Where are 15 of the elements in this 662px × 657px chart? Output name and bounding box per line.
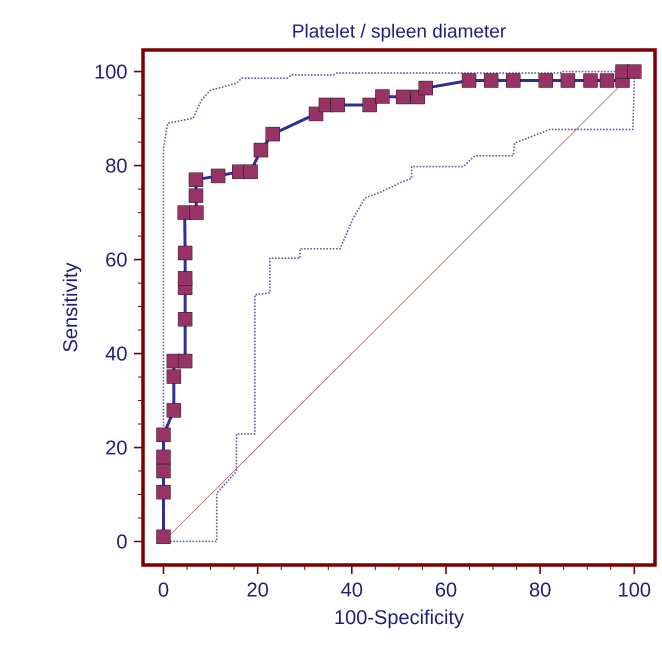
x-axis-title: 100-Specificity: [336, 610, 464, 628]
chart-title: Platelet / spleen diameter: [293, 24, 506, 42]
x-tick-label: 0: [158, 582, 168, 597]
y-tick-label: 20: [106, 440, 127, 455]
y-tick-label: 60: [106, 252, 127, 267]
y-tick-label: 40: [106, 346, 127, 361]
x-tick-label: 80: [530, 582, 550, 597]
x-tick-label: 20: [248, 582, 268, 597]
x-tick-label: 40: [341, 582, 362, 597]
y-tick-label: 0: [117, 534, 127, 549]
y-tick-label: 100: [96, 64, 127, 79]
x-tick-label: 60: [436, 582, 456, 597]
x-tick-label: 100: [619, 582, 650, 597]
y-axis-title: Sensitivity: [62, 262, 82, 352]
y-tick-label: 80: [106, 158, 127, 173]
